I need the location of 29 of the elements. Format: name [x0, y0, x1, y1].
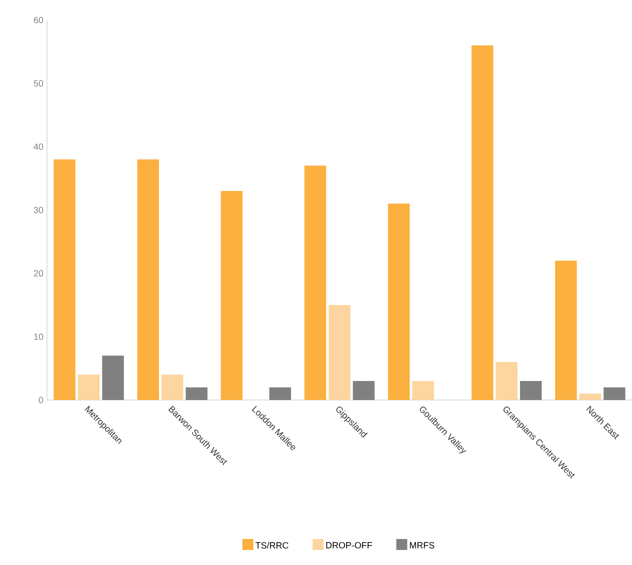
bar: [388, 204, 410, 400]
bar: [269, 387, 292, 400]
y-tick-label: 30: [34, 206, 44, 214]
bar: [220, 191, 243, 400]
bar: [137, 159, 159, 400]
bar: [472, 45, 494, 400]
bar: [604, 387, 626, 400]
y-tick-label: 0: [38, 396, 44, 404]
bar: [555, 260, 577, 400]
bar: [579, 394, 602, 400]
y-tick-label: 10: [34, 333, 44, 340]
bar: [352, 381, 375, 400]
y-tick-label: 20: [34, 270, 44, 277]
legend-label: MRFS: [410, 542, 434, 548]
y-tick-label: 50: [34, 80, 44, 87]
bar: [304, 166, 326, 400]
bar: [328, 305, 350, 400]
legend-label: DROP-OFF: [326, 542, 372, 548]
bar: [496, 362, 518, 400]
bar: [102, 356, 124, 400]
y-tick-label: 40: [34, 143, 44, 150]
bar: [186, 387, 208, 400]
y-tick-label: 60: [34, 16, 44, 24]
bar: [78, 374, 100, 400]
bar: [54, 159, 76, 400]
legend-label: TS/RRC: [256, 542, 288, 549]
bar: [161, 374, 184, 400]
bar: [520, 381, 542, 400]
bar: [412, 381, 434, 400]
